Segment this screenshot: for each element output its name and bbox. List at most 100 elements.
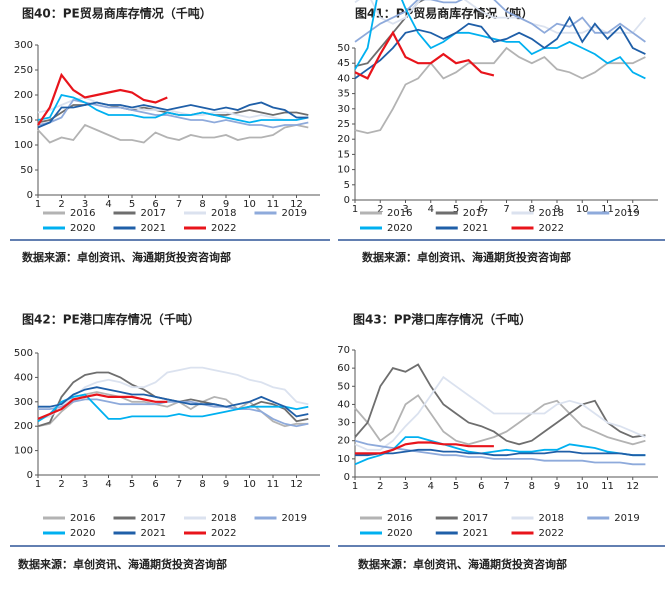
legend-label: 2021 — [463, 528, 488, 539]
series-line — [354, 30, 495, 80]
x-tick-label: 1 — [352, 204, 358, 215]
x-tick-label: 5 — [129, 199, 135, 210]
legend-label: 2016 — [70, 513, 95, 524]
x-tick-label: 4 — [105, 199, 111, 210]
legend-label: 2017 — [141, 208, 166, 219]
source-note: 数据来源：卓创资讯、海通期货投资咨询部 — [18, 557, 227, 571]
series-line — [38, 398, 309, 428]
legend-label: 2019 — [282, 513, 307, 524]
series-line — [38, 386, 309, 418]
y-tick-label: 10 — [337, 165, 350, 176]
x-tick-label: 2 — [58, 199, 64, 210]
chart-title: 图43：PP港口库存情况（千吨） — [353, 312, 531, 327]
x-tick-label: 11 — [267, 199, 280, 210]
series-line — [355, 448, 646, 457]
x-tick-label: 12 — [290, 479, 303, 490]
x-tick-label: 1 — [352, 481, 358, 492]
y-tick-label: 200 — [14, 421, 33, 432]
series-line — [37, 93, 309, 124]
series-line — [354, 0, 646, 43]
y-tick-label: 100 — [14, 446, 33, 457]
series-line — [37, 96, 309, 121]
y-tick-label: 35 — [337, 89, 350, 100]
legend-label: 2017 — [463, 513, 488, 524]
legend-label: 2020 — [387, 528, 412, 539]
y-tick-label: 200 — [14, 90, 33, 101]
y-tick-label: 300 — [14, 40, 33, 51]
x-tick-label: 12 — [290, 199, 303, 210]
x-tick-label: 9 — [223, 479, 229, 490]
x-tick-label: 2 — [58, 479, 64, 490]
legend-label: 2021 — [141, 528, 166, 539]
x-tick-label: 12 — [626, 481, 639, 492]
legend-label: 2017 — [141, 513, 166, 524]
y-tick-label: 50 — [20, 165, 33, 176]
series-line — [37, 123, 309, 144]
series-line — [37, 101, 309, 129]
y-tick-label: 0 — [344, 195, 350, 206]
x-tick-label: 7 — [503, 204, 509, 215]
series-line — [354, 394, 646, 446]
y-tick-label: 25 — [337, 119, 350, 130]
y-tick-label: 60 — [337, 363, 350, 374]
x-tick-label: 8 — [529, 204, 535, 215]
series-line — [37, 366, 309, 420]
series-line — [354, 436, 646, 466]
x-tick-label: 2 — [377, 481, 383, 492]
y-tick-label: 20 — [337, 134, 350, 145]
series-line — [37, 72, 168, 126]
legend-label: 2020 — [70, 223, 95, 234]
legend-label: 2016 — [387, 208, 412, 219]
legend-label: 2017 — [463, 208, 488, 219]
x-tick-label: 5 — [453, 481, 459, 492]
series-line — [355, 441, 494, 455]
x-tick-label: 6 — [478, 481, 484, 492]
legend-label: 2020 — [70, 528, 95, 539]
y-tick-label: 500 — [14, 348, 33, 359]
y-tick-label: 0 — [27, 470, 33, 481]
x-tick-label: 10 — [576, 204, 589, 215]
legend-label: 2019 — [282, 208, 307, 219]
source-note: 数据来源：卓创资讯、海通期货投资咨询部 — [362, 250, 571, 264]
x-tick-label: 9 — [223, 199, 229, 210]
source-note: 数据来源：卓创资讯、海通期货投资咨询部 — [22, 250, 231, 264]
x-tick-label: 2 — [377, 204, 383, 215]
y-tick-label: 300 — [14, 397, 33, 408]
x-tick-label: 4 — [428, 481, 434, 492]
legend-label: 2020 — [387, 223, 412, 234]
series-line — [354, 363, 646, 446]
x-tick-label: 7 — [503, 481, 509, 492]
x-tick-label: 5 — [129, 479, 135, 490]
x-tick-label: 4 — [428, 204, 434, 215]
x-tick-label: 7 — [176, 199, 182, 210]
series-line — [37, 391, 309, 428]
series-line — [37, 393, 309, 423]
x-tick-label: 9 — [554, 481, 560, 492]
x-tick-label: 6 — [152, 199, 158, 210]
legend-label: 2018 — [211, 208, 236, 219]
chart-title: 图42：PE港口库存情况（千吨） — [22, 312, 200, 327]
y-tick-label: 5 — [344, 180, 350, 191]
series-line — [354, 15, 646, 80]
series-line — [354, 375, 646, 451]
y-tick-label: 250 — [14, 65, 33, 76]
y-tick-label: 150 — [14, 115, 33, 126]
x-tick-label: 1 — [35, 199, 41, 210]
x-tick-label: 6 — [152, 479, 158, 490]
y-tick-label: 45 — [337, 58, 350, 69]
y-tick-label: 70 — [337, 345, 350, 356]
y-tick-label: 400 — [14, 372, 33, 383]
x-tick-label: 12 — [626, 204, 639, 215]
y-tick-label: 0 — [344, 472, 350, 483]
x-tick-label: 10 — [243, 479, 256, 490]
x-tick-label: 5 — [453, 204, 459, 215]
y-tick-label: 100 — [14, 140, 33, 151]
series-line — [354, 0, 426, 68]
legend-label: 2016 — [387, 513, 412, 524]
x-tick-label: 3 — [82, 479, 88, 490]
x-tick-label: 10 — [576, 481, 589, 492]
legend-label: 2022 — [539, 528, 564, 539]
x-tick-label: 11 — [267, 479, 280, 490]
y-tick-label: 40 — [337, 399, 350, 410]
x-tick-label: 1 — [35, 479, 41, 490]
